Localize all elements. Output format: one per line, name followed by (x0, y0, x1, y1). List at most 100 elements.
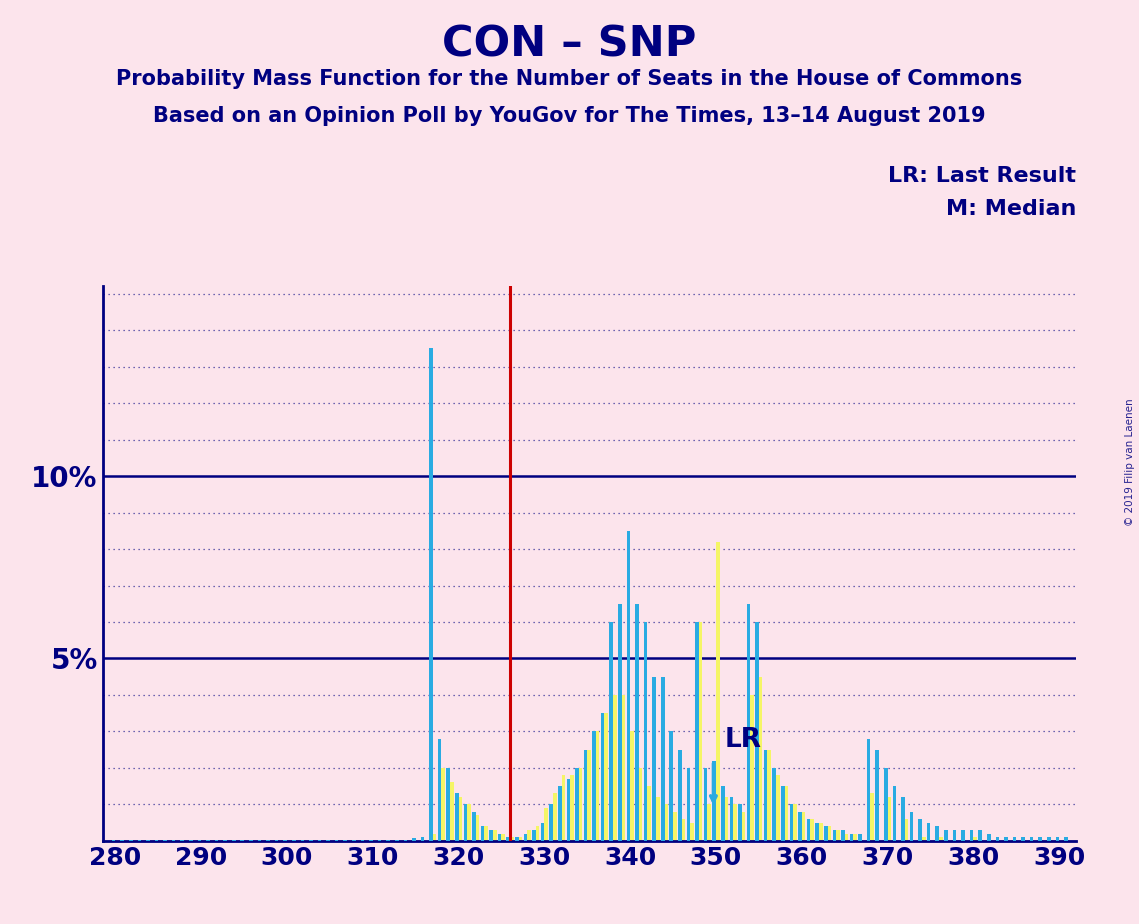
Bar (575, 768, 579, 841)
Bar (819, 822, 822, 841)
Bar (544, 808, 548, 841)
Bar (918, 819, 921, 841)
Bar (661, 676, 664, 841)
Bar (524, 833, 527, 841)
Bar (768, 749, 771, 841)
Bar (785, 786, 788, 841)
Bar (571, 775, 574, 841)
Bar (707, 805, 711, 841)
Bar (828, 826, 831, 841)
Bar (678, 749, 681, 841)
Text: LR: Last Result: LR: Last Result (888, 166, 1076, 187)
Bar (690, 822, 694, 841)
Bar (484, 826, 487, 841)
Bar (699, 622, 703, 841)
Bar (656, 797, 659, 841)
Bar (518, 837, 523, 841)
Bar (724, 797, 728, 841)
Bar (535, 826, 540, 841)
Bar (1013, 837, 1016, 841)
Bar (670, 732, 673, 841)
Bar (944, 830, 948, 841)
Bar (776, 775, 780, 841)
Bar (493, 830, 497, 841)
Bar (673, 811, 677, 841)
Bar (806, 819, 810, 841)
Bar (781, 786, 785, 841)
Bar (429, 348, 433, 841)
Bar (995, 837, 999, 841)
Bar (549, 805, 552, 841)
Bar (988, 833, 991, 841)
Bar (1005, 837, 1008, 841)
Bar (596, 732, 599, 841)
Bar (532, 830, 535, 841)
Bar (978, 830, 982, 841)
Bar (622, 695, 625, 841)
Text: © 2019 Filip van Laenen: © 2019 Filip van Laenen (1125, 398, 1134, 526)
Bar (935, 826, 939, 841)
Bar (459, 797, 462, 841)
Bar (473, 811, 476, 841)
Bar (664, 805, 669, 841)
Bar (853, 833, 857, 841)
Bar (910, 811, 913, 841)
Bar (904, 819, 909, 841)
Bar (498, 833, 501, 841)
Bar (695, 622, 699, 841)
Bar (901, 797, 904, 841)
Bar (816, 822, 819, 841)
Bar (793, 805, 797, 841)
Bar (558, 786, 562, 841)
Bar (712, 760, 716, 841)
Bar (716, 541, 720, 841)
Bar (588, 749, 591, 841)
Bar (961, 830, 965, 841)
Bar (893, 786, 896, 841)
Bar (1056, 837, 1059, 841)
Bar (552, 794, 557, 841)
Bar (476, 815, 480, 841)
Bar (939, 837, 943, 841)
Text: CON – SNP: CON – SNP (442, 23, 697, 65)
Bar (1030, 837, 1033, 841)
Bar (644, 622, 647, 841)
Bar (1064, 837, 1067, 841)
Bar (605, 713, 608, 841)
Bar (974, 837, 977, 841)
Bar (952, 830, 957, 841)
Text: Probability Mass Function for the Number of Seats in the House of Commons: Probability Mass Function for the Number… (116, 69, 1023, 90)
Bar (601, 713, 605, 841)
Bar (1047, 837, 1050, 841)
Bar (566, 779, 571, 841)
Bar (442, 768, 445, 841)
Bar (823, 826, 828, 841)
Bar (870, 794, 874, 841)
Bar (541, 822, 544, 841)
Bar (626, 530, 630, 841)
Bar (810, 819, 814, 841)
Bar (412, 838, 416, 841)
Bar (467, 805, 470, 841)
Bar (734, 805, 737, 841)
Bar (921, 837, 926, 841)
Bar (527, 830, 531, 841)
Bar (501, 833, 505, 841)
Bar (789, 805, 793, 841)
Bar (741, 811, 745, 841)
Bar (927, 822, 931, 841)
Bar (798, 811, 802, 841)
Bar (759, 676, 762, 841)
Bar (859, 833, 862, 841)
Bar (850, 833, 853, 841)
Bar (613, 695, 616, 841)
Bar (446, 768, 450, 841)
Text: LR: LR (724, 727, 762, 753)
Bar (704, 768, 707, 841)
Bar (687, 768, 690, 841)
Bar (464, 805, 467, 841)
Bar (579, 768, 582, 841)
Bar (969, 830, 974, 841)
Bar (433, 833, 436, 841)
Bar (751, 695, 754, 841)
